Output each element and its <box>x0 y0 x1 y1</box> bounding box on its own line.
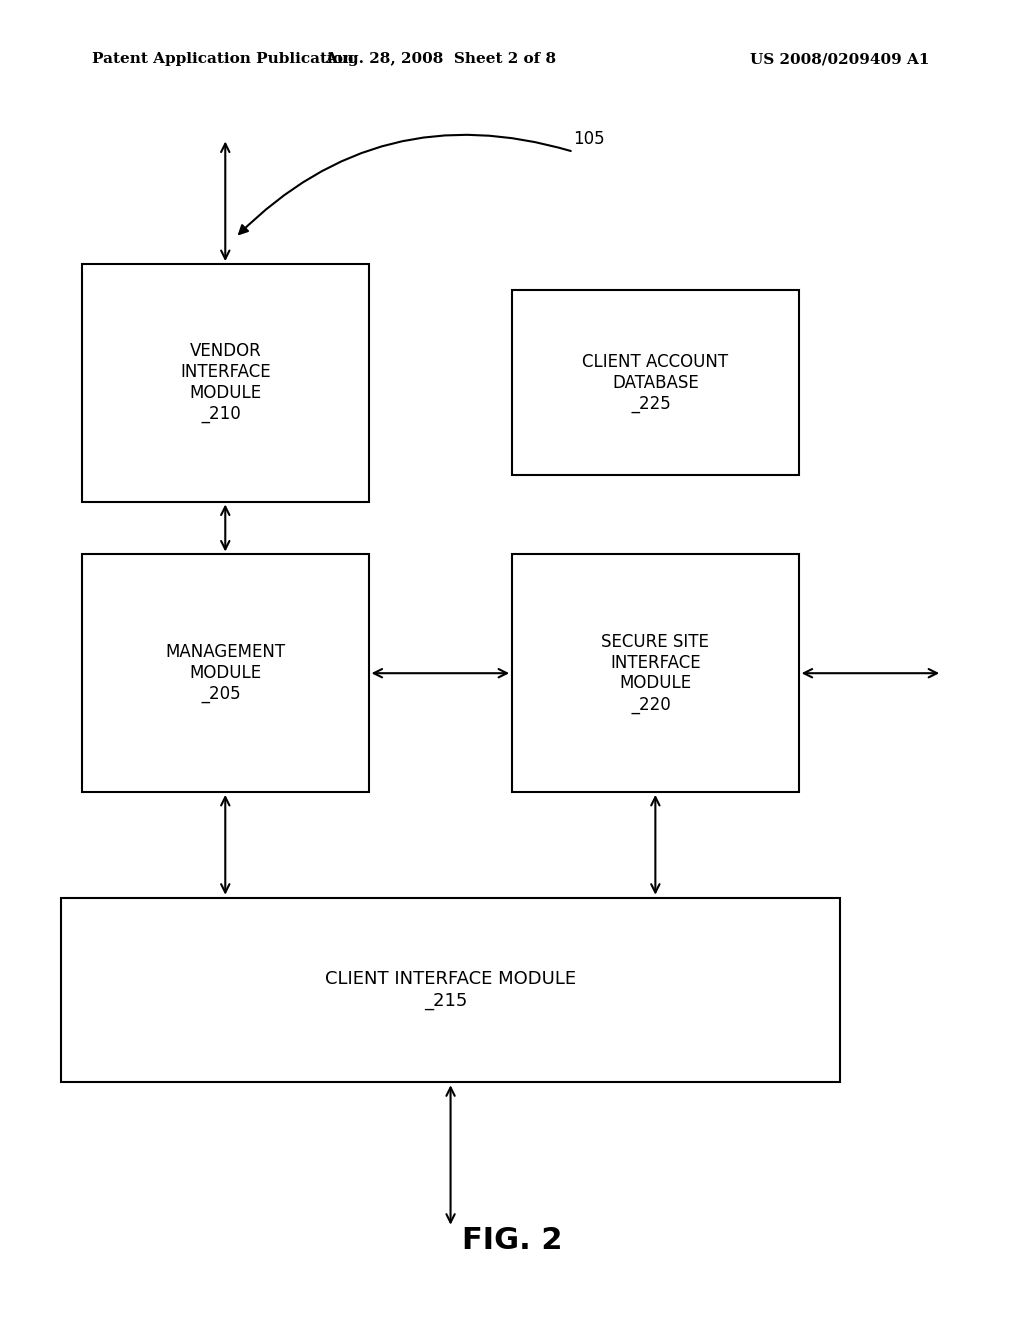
FancyBboxPatch shape <box>512 554 799 792</box>
Text: Aug. 28, 2008  Sheet 2 of 8: Aug. 28, 2008 Sheet 2 of 8 <box>325 53 556 66</box>
Text: SECURE SITE
INTERFACE
MODULE
̲220: SECURE SITE INTERFACE MODULE ̲220 <box>601 632 710 714</box>
Text: CLIENT ACCOUNT
DATABASE
̲225: CLIENT ACCOUNT DATABASE ̲225 <box>583 352 728 413</box>
Text: 105: 105 <box>573 129 605 148</box>
FancyBboxPatch shape <box>82 554 369 792</box>
Text: CLIENT INTERFACE MODULE
̲215: CLIENT INTERFACE MODULE ̲215 <box>325 970 577 1010</box>
FancyBboxPatch shape <box>512 290 799 475</box>
Text: VENDOR
INTERFACE
MODULE
̲210: VENDOR INTERFACE MODULE ̲210 <box>180 342 270 424</box>
Text: MANAGEMENT
MODULE
̲205: MANAGEMENT MODULE ̲205 <box>165 643 286 704</box>
FancyBboxPatch shape <box>61 898 840 1082</box>
Text: US 2008/0209409 A1: US 2008/0209409 A1 <box>750 53 930 66</box>
Text: Patent Application Publication: Patent Application Publication <box>92 53 354 66</box>
FancyBboxPatch shape <box>82 264 369 502</box>
Text: FIG. 2: FIG. 2 <box>462 1226 562 1255</box>
